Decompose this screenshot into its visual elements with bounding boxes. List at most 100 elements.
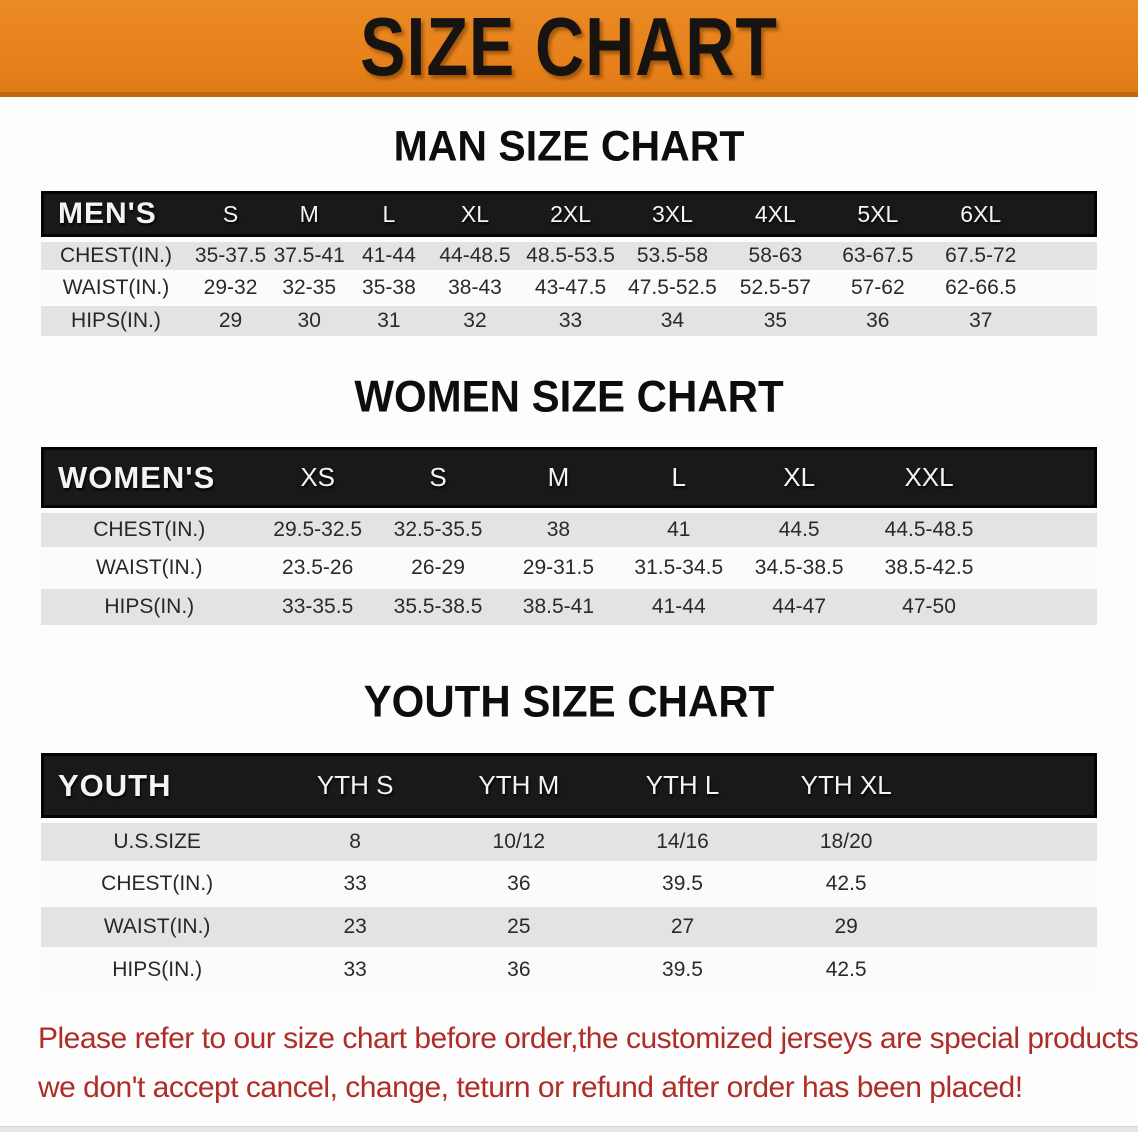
size-value-cell: 29	[190, 303, 271, 336]
size-value-cell: 41-44	[348, 237, 430, 270]
size-column-header: 5XL	[826, 191, 930, 237]
size-value-cell: 32.5-35.5	[377, 508, 499, 547]
man-size-chart-section: MAN SIZE CHART MEN'S S M L XL 2XL 3XL 4XL 5XL 6XL…	[0, 121, 1138, 336]
header-filler	[1032, 191, 1097, 237]
table-row: WAIST(IN.) 23 25 27 29	[41, 904, 1097, 947]
size-value-cell: 35-37.5	[190, 237, 271, 270]
size-value-cell: 31.5-34.5	[618, 547, 739, 586]
table-row: WAIST(IN.) 29-32 32-35 35-38 38-43 43-47.5 47.…	[41, 270, 1097, 303]
table-header: YOUTH YTH S YTH M YTH L YTH XL	[41, 753, 1097, 818]
size-column-header: YTH S	[273, 753, 437, 818]
size-value-cell: 44.5-48.5	[859, 508, 999, 547]
size-value-cell: 62-66.5	[929, 270, 1033, 303]
size-value-cell: 30	[270, 303, 349, 336]
table-body: U.S.SIZE 8 10/12 14/16 18/20 CHEST(IN.) 33 36 39…	[41, 818, 1097, 990]
youth-size-chart-section: YOUTH SIZE CHART YOUTH YTH S YTH M YTH L YTH…	[0, 676, 1138, 990]
size-value-cell: 23	[273, 904, 437, 947]
row-label: CHEST(IN.)	[41, 508, 258, 547]
size-value-cell: 23.5-26	[257, 547, 378, 586]
size-value-cell: 38	[498, 508, 619, 547]
row-filler	[928, 818, 1097, 861]
size-value-cell: 38-43	[429, 270, 521, 303]
size-value-cell: 58-63	[724, 237, 827, 270]
size-column-header: 2XL	[520, 191, 621, 237]
size-value-cell: 52.5-57	[724, 270, 827, 303]
size-value-cell: 32	[429, 303, 521, 336]
size-value-cell: 35-38	[348, 270, 430, 303]
size-value-cell: 37	[929, 303, 1033, 336]
size-value-cell: 33-35.5	[257, 586, 378, 625]
size-value-cell: 47.5-52.5	[620, 270, 725, 303]
table-row: HIPS(IN.) 33-35.5 35.5-38.5 38.5-41 41-44 44-…	[41, 586, 1097, 625]
size-value-cell: 10/12	[436, 818, 601, 861]
row-label: CHEST(IN.)	[41, 237, 191, 270]
size-value-cell: 44.5	[738, 508, 860, 547]
size-column-header: YTH M	[436, 753, 601, 818]
row-filler	[998, 547, 1097, 586]
row-label: HIPS(IN.)	[41, 303, 191, 336]
row-label: U.S.SIZE	[41, 818, 274, 861]
table-row: CHEST(IN.) 33 36 39.5 42.5	[41, 861, 1097, 904]
size-value-cell: 29-31.5	[498, 547, 619, 586]
size-column-header: XL	[738, 447, 860, 508]
size-value-cell: 37.5-41	[270, 237, 349, 270]
table-row: CHEST(IN.) 35-37.5 37.5-41 41-44 44-48.5 48.5…	[41, 237, 1097, 270]
size-value-cell: 38.5-42.5	[859, 547, 999, 586]
size-value-cell: 57-62	[826, 270, 930, 303]
size-value-cell: 47-50	[859, 586, 999, 625]
women-size-chart-title: WOMEN SIZE CHART	[354, 371, 784, 422]
size-value-cell: 43-47.5	[520, 270, 621, 303]
size-value-cell: 29-32	[190, 270, 271, 303]
size-value-cell: 39.5	[600, 861, 765, 904]
banner-title: SIZE CHART	[360, 0, 778, 93]
man-size-chart-title: MAN SIZE CHART	[393, 121, 745, 171]
banner: SIZE CHART	[0, 0, 1138, 97]
size-value-cell: 32-35	[270, 270, 349, 303]
size-chart-sections: MAN SIZE CHART MEN'S S M L XL 2XL 3XL 4XL 5XL 6XL…	[0, 121, 1138, 990]
size-column-header: 3XL	[620, 191, 725, 237]
header-filler	[928, 753, 1097, 818]
women-size-table: WOMEN'S XS S M L XL XXL CHEST(IN.) 29.5-32.5 32.5…	[41, 447, 1097, 625]
row-label: WAIST(IN.)	[41, 904, 274, 947]
size-column-header: YTH L	[600, 753, 765, 818]
size-value-cell: 34	[620, 303, 725, 336]
row-label: WAIST(IN.)	[41, 547, 258, 586]
youth-size-table: YOUTH YTH S YTH M YTH L YTH XL U.S.SIZE 8 10/12…	[41, 753, 1097, 990]
youth-size-chart-title: YOUTH SIZE CHART	[363, 676, 775, 727]
table-header: MEN'S S M L XL 2XL 3XL 4XL 5XL 6XL	[41, 191, 1097, 237]
bottom-strip	[0, 1126, 1138, 1132]
table-body: CHEST(IN.) 29.5-32.5 32.5-35.5 38 41 44.5 44.5…	[41, 508, 1097, 625]
size-value-cell: 63-67.5	[826, 237, 930, 270]
row-filler	[928, 861, 1097, 904]
size-column-header: S	[377, 447, 499, 508]
table-header-label: WOMEN'S	[41, 447, 258, 508]
size-value-cell: 18/20	[764, 818, 928, 861]
man-size-table: MEN'S S M L XL 2XL 3XL 4XL 5XL 6XL CHEST(IN.) 35-37…	[41, 191, 1097, 336]
row-filler	[1032, 303, 1097, 336]
size-value-cell: 53.5-58	[620, 237, 725, 270]
size-value-cell: 29.5-32.5	[257, 508, 378, 547]
disclaimer: Please refer to our size chart before or…	[0, 1014, 1138, 1112]
table-row: HIPS(IN.) 29 30 31 32 33 34 35 36 37	[41, 303, 1097, 336]
size-value-cell: 26-29	[377, 547, 499, 586]
size-value-cell: 38.5-41	[498, 586, 619, 625]
header-filler	[998, 447, 1097, 508]
size-column-header: 4XL	[724, 191, 827, 237]
row-label: WAIST(IN.)	[41, 270, 191, 303]
table-row: WAIST(IN.) 23.5-26 26-29 29-31.5 31.5-34.5 34…	[41, 547, 1097, 586]
size-value-cell: 33	[273, 861, 437, 904]
table-row: U.S.SIZE 8 10/12 14/16 18/20	[41, 818, 1097, 861]
size-column-header: XS	[257, 447, 378, 508]
row-filler	[1032, 270, 1097, 303]
size-value-cell: 39.5	[600, 947, 765, 990]
table-body: CHEST(IN.) 35-37.5 37.5-41 41-44 44-48.5 48.5…	[41, 237, 1097, 336]
size-value-cell: 36	[826, 303, 930, 336]
size-column-header: YTH XL	[764, 753, 928, 818]
size-value-cell: 36	[436, 947, 601, 990]
table-row: CHEST(IN.) 29.5-32.5 32.5-35.5 38 41 44.5 44.5…	[41, 508, 1097, 547]
table-row: HIPS(IN.) 33 36 39.5 42.5	[41, 947, 1097, 990]
size-value-cell: 35	[724, 303, 827, 336]
size-value-cell: 29	[764, 904, 928, 947]
row-label: CHEST(IN.)	[41, 861, 274, 904]
row-filler	[1032, 237, 1097, 270]
